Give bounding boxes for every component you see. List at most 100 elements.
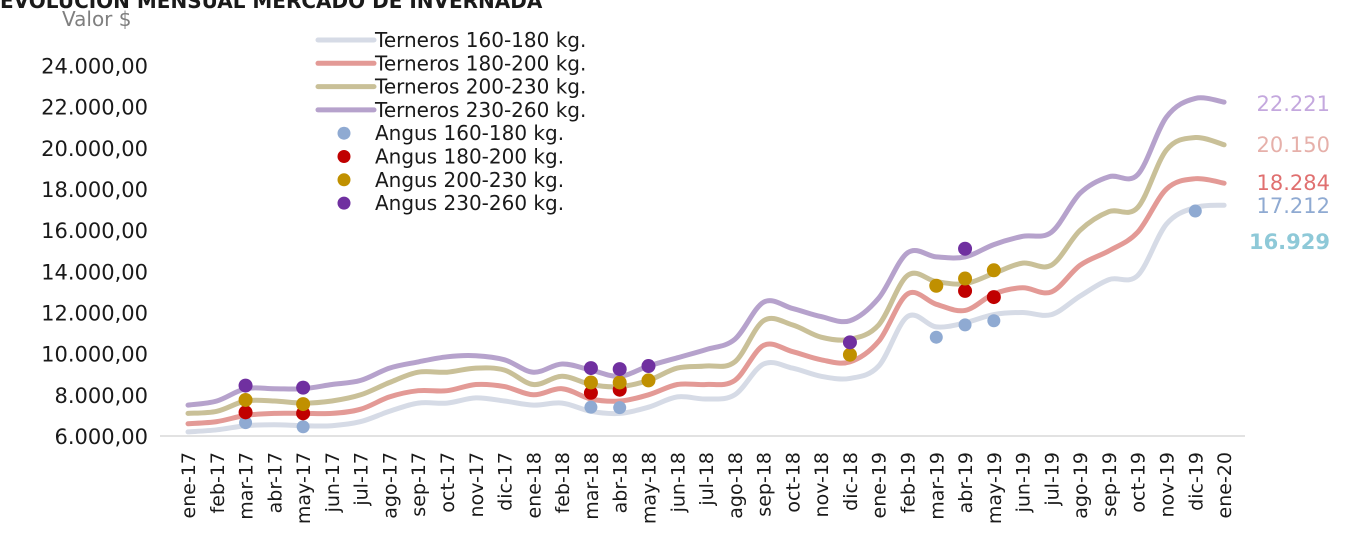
x-tick-label: nov-17 [466, 452, 488, 517]
data-point [296, 420, 310, 434]
legend-item: Terneros 160-180 kg. [315, 28, 586, 52]
legend-swatch [337, 126, 351, 140]
x-tick-label: oct-17 [437, 452, 459, 513]
x-tick-label: feb-18 [552, 452, 574, 513]
data-point [613, 401, 627, 415]
x-tick-label: ene-18 [523, 452, 545, 518]
x-tick-label: dic-19 [1185, 452, 1207, 511]
data-point [583, 375, 598, 390]
data-point [612, 375, 627, 390]
legend-swatch [337, 150, 351, 163]
data-point [641, 373, 656, 388]
x-tick-label: ago-17 [379, 452, 401, 519]
x-tick-label: ene-17 [178, 452, 200, 518]
y-tick-label: 18.000,00 [41, 178, 148, 202]
series-line-3 [185, 134, 1227, 416]
x-tick-label: ago-19 [1070, 452, 1092, 519]
data-point [987, 314, 1001, 328]
legend-item: Angus 200-230 kg. [337, 168, 564, 192]
data-point [986, 263, 1001, 278]
x-tick-label: jun-19 [1013, 452, 1035, 513]
x-tick-label: sep-19 [1099, 452, 1121, 517]
x-tick-label: dic-18 [840, 452, 862, 511]
legend-swatch [337, 196, 351, 210]
chart-title: EVOLUCIÓN MENSUAL MERCADO DE INVERNADA [0, 0, 543, 13]
data-point [958, 283, 973, 298]
data-point [842, 347, 857, 362]
legend-item: Angus 160-180 kg. [337, 121, 564, 145]
data-point [612, 362, 627, 377]
x-tick-label: nov-19 [1157, 452, 1179, 517]
y-tick-label: 6.000,00 [54, 425, 148, 449]
x-tick-label: mar-19 [926, 452, 948, 520]
x-tick-label: ene-20 [1214, 452, 1236, 518]
data-point [958, 318, 972, 332]
end-value-label: 22.221 [1257, 92, 1330, 116]
x-tick-label: oct-18 [782, 452, 804, 513]
x-tick-label: mar-18 [581, 452, 603, 520]
x-tick-label: mar-17 [236, 452, 258, 520]
legend-label: Angus 160-180 kg. [375, 121, 564, 145]
legend-label: Angus 200-230 kg. [375, 168, 564, 192]
y-tick-label: 8.000,00 [54, 384, 148, 408]
legend-label: Terneros 200-230 kg. [374, 75, 586, 99]
legend-swatch [337, 173, 351, 187]
legend-item: Angus 180-200 kg. [337, 145, 564, 169]
series-line-2 [185, 176, 1227, 427]
legend-item: Terneros 200-230 kg. [315, 75, 586, 99]
x-tick-label: ene-19 [869, 452, 891, 518]
data-point [239, 416, 253, 430]
x-tick-label: may-19 [984, 452, 1006, 524]
x-tick-label: dic-17 [495, 452, 517, 511]
x-axis-ticks: ene-17 feb-17 mar-17 abr-17 may-17 jun-17 jul-… [178, 452, 1236, 524]
end-value-label: 20.150 [1257, 133, 1330, 157]
y-axis-label: Valor $ [62, 7, 131, 31]
data-point [986, 290, 1001, 305]
data-point [583, 385, 598, 400]
data-point [842, 335, 857, 350]
data-point [584, 400, 598, 414]
y-axis-ticks: 6.000,00 8.000,00 10.000,00 12.000,00 14.000… [41, 55, 148, 449]
x-tick-label: abr-19 [955, 452, 977, 513]
data-point [296, 397, 311, 412]
x-tick-label: oct-19 [1128, 452, 1150, 513]
series-points [238, 204, 1202, 434]
data-point [238, 378, 253, 393]
series-lines [185, 95, 1227, 435]
legend-label: Terneros 230-260 kg. [374, 98, 586, 122]
y-tick-label: 16.000,00 [41, 219, 148, 243]
x-tick-label: feb-19 [898, 452, 920, 513]
legend-label: Angus 230-260 kg. [375, 191, 564, 215]
x-tick-label: jul-19 [1041, 452, 1063, 507]
data-point [958, 271, 973, 286]
x-tick-label: ago-18 [725, 452, 747, 519]
data-point [929, 278, 944, 293]
data-point [296, 380, 311, 395]
x-tick-label: feb-17 [207, 452, 229, 513]
series-line-4 [185, 95, 1227, 408]
x-tick-label: jun-17 [322, 452, 344, 513]
y-tick-label: 20.000,00 [41, 137, 148, 161]
data-point [958, 241, 973, 256]
legend-item: Terneros 180-200 kg. [315, 51, 586, 75]
data-point [583, 361, 598, 376]
data-point [929, 330, 943, 344]
data-point [1188, 204, 1202, 218]
legend-label: Terneros 160-180 kg. [374, 28, 586, 52]
end-value-label: 18.284 [1257, 171, 1330, 195]
x-tick-label: abr-18 [610, 452, 632, 513]
x-tick-label: jul-17 [351, 452, 373, 507]
x-tick-label: jul-18 [696, 452, 718, 507]
x-tick-label: may-17 [293, 452, 315, 524]
x-tick-label: sep-17 [408, 452, 430, 517]
data-point [641, 359, 656, 374]
legend-item: Terneros 230-260 kg. [315, 98, 586, 122]
y-tick-label: 24.000,00 [41, 55, 148, 79]
data-point [238, 392, 253, 407]
y-tick-label: 22.000,00 [41, 96, 148, 120]
x-tick-label: abr-17 [264, 452, 286, 513]
legend-label: Terneros 180-200 kg. [374, 51, 586, 75]
x-tick-label: sep-18 [754, 452, 776, 517]
